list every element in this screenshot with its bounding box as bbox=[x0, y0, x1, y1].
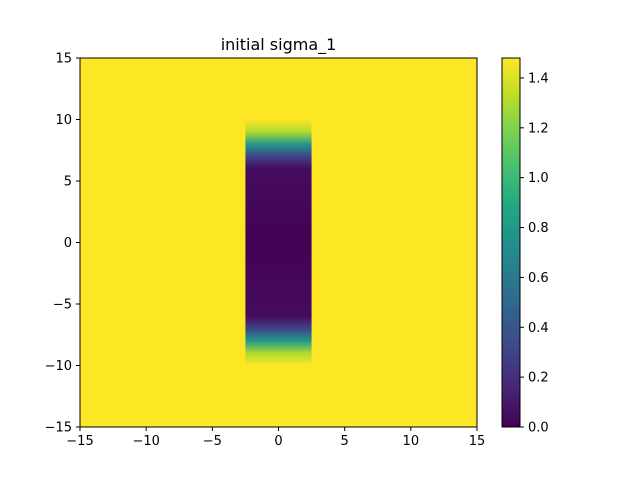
colorbar-tick-label: 1.0 bbox=[528, 171, 549, 186]
y-tick-label: 10 bbox=[55, 113, 72, 128]
plot-area bbox=[79, 57, 478, 428]
x-axis: −15 −10 −5 0 5 10 15 bbox=[66, 427, 485, 449]
colorbar-tick-label: 1.4 bbox=[528, 71, 549, 86]
colorbar-gradient bbox=[502, 58, 520, 427]
colorbar-tick-label: 0.0 bbox=[528, 421, 549, 436]
y-tick-label: −10 bbox=[45, 359, 72, 374]
colorbar-tick-label: 0.8 bbox=[528, 221, 549, 236]
y-tick-label: 15 bbox=[55, 52, 72, 67]
low-sigma-region bbox=[245, 119, 312, 366]
colorbar-frame bbox=[501, 57, 521, 428]
colorbar-tick-label: 0.4 bbox=[528, 321, 549, 336]
y-axis: −15 −10 −5 0 5 10 15 bbox=[45, 52, 80, 436]
x-tick-label: 15 bbox=[469, 434, 486, 449]
x-tick-label: 0 bbox=[274, 434, 282, 449]
y-tick-label: −5 bbox=[53, 298, 72, 313]
x-tick-label: 5 bbox=[341, 434, 349, 449]
colorbar-axis: 0.0 0.2 0.4 0.6 0.8 1.0 1.2 1.4 bbox=[520, 71, 549, 436]
x-tick-label: −5 bbox=[203, 434, 222, 449]
x-tick-label: 10 bbox=[403, 434, 420, 449]
chart-title: initial sigma_1 bbox=[221, 35, 337, 55]
y-tick-label: 5 bbox=[64, 175, 72, 190]
colorbar-tick-label: 0.6 bbox=[528, 271, 549, 286]
colorbar-tick-label: 1.2 bbox=[528, 121, 549, 136]
x-tick-label: −10 bbox=[132, 434, 159, 449]
x-tick-label: −15 bbox=[66, 434, 93, 449]
y-tick-label: 0 bbox=[64, 236, 72, 251]
y-tick-label: −15 bbox=[45, 421, 72, 436]
colorbar-tick-label: 0.2 bbox=[528, 371, 549, 386]
colorbar bbox=[501, 57, 521, 428]
